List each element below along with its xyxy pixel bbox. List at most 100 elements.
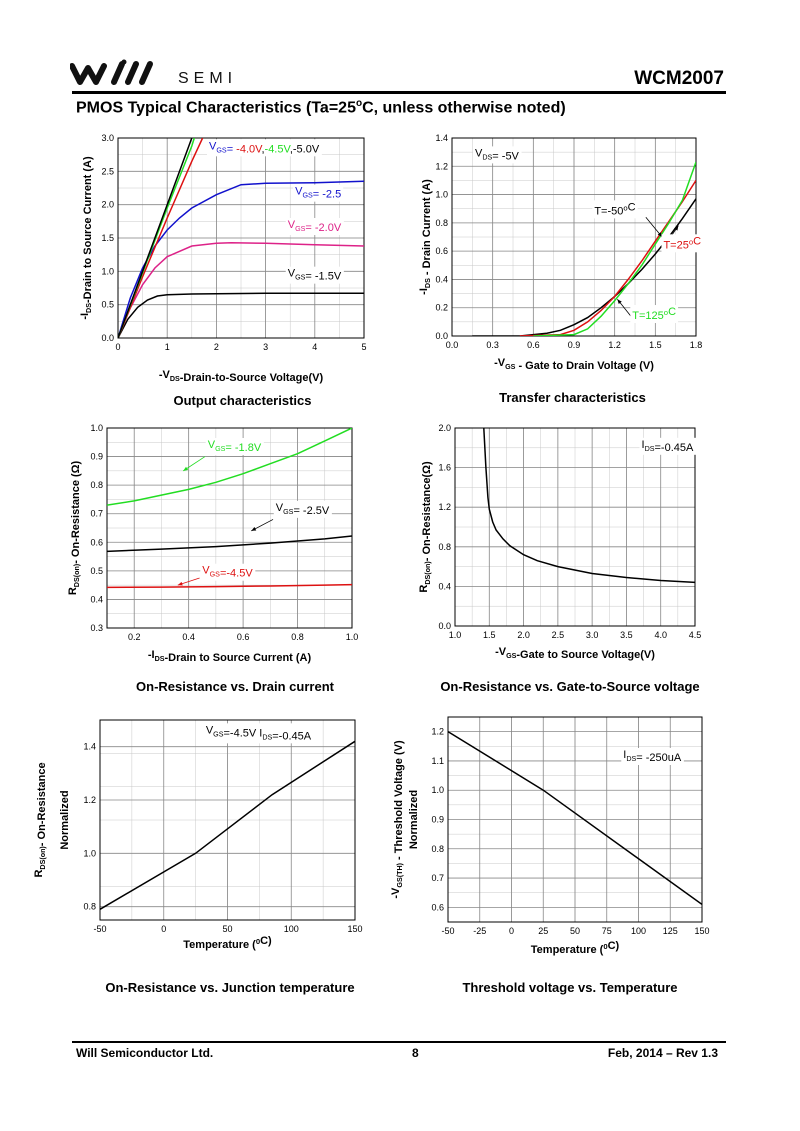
footer-page-number: 8 <box>412 1046 419 1060</box>
y-tick-label: 0.9 <box>431 815 444 825</box>
series-annotation: T=-50oC <box>594 201 635 217</box>
header-rule <box>72 91 726 94</box>
transfer-characteristics-chart: 0.0 0.3 0.6 0.9 1.2 1.5 1.8 0.0 0.2 0.4 0.6 0.8 1.0 1… <box>415 128 715 378</box>
section-title: PMOS Typical Characteristics (Ta=25oC, u… <box>76 98 566 117</box>
x-tick-label: 1.0 <box>346 632 359 642</box>
y-tick-label: 1.2 <box>438 502 451 512</box>
x-tick-label: 1.5 <box>483 630 496 640</box>
y-tick-label: 0.0 <box>101 333 114 343</box>
y-tick-label: 0.5 <box>90 566 103 576</box>
series-line-1 <box>118 241 364 338</box>
y-tick-label: 2.0 <box>438 423 451 433</box>
rds-vs-vgs-caption: On-Resistance vs. Gate-to-Source voltage <box>440 679 700 694</box>
x-tick-label: 0.0 <box>446 340 459 350</box>
x-tick-label: 3.5 <box>620 630 633 640</box>
y-tick-label: 1.0 <box>431 785 444 795</box>
x-tick-label: 0 <box>509 926 514 936</box>
annotation-arrow-head <box>177 581 183 586</box>
x-tick-label: 1.5 <box>649 340 662 350</box>
x-tick-label: 4 <box>312 342 317 352</box>
brand-text: SEMI <box>178 70 238 87</box>
x-tick-label: 0.6 <box>527 340 540 350</box>
annotation-arrow-head <box>674 225 679 231</box>
x-tick-label: 0.8 <box>291 632 304 642</box>
footer-revision: Feb, 2014 – Rev 1.3 <box>607 1046 718 1060</box>
output-chart-caption: Output characteristics <box>173 393 312 408</box>
minor-grid <box>107 428 352 628</box>
annotation-arrow-head <box>657 232 663 237</box>
series-line-1 <box>107 535 352 553</box>
y-tick-label: 0.7 <box>90 509 103 519</box>
rds-vs-drain-current-chart: 0.2 0.4 0.6 0.8 1.0 0.3 0.4 0.5 0.6 0.7 0.8 0.9 1.0 V… <box>60 418 370 668</box>
y-tick-label: 2.0 <box>101 200 114 210</box>
y-axis-label: -IDS - Drain Current (A) <box>418 179 433 295</box>
y-axis-label: -VGS(TH) - Threshold Voltage (V) <box>390 740 405 899</box>
series-annotation: T=25oC <box>663 235 701 251</box>
x-tick-label: 50 <box>570 926 580 936</box>
series-annotation: VGS= -2.0V <box>288 219 342 234</box>
x-axis-label: -IDS-Drain to Source Current (A) <box>148 649 312 664</box>
y-tick-label: 0.4 <box>435 274 448 284</box>
y-tick-label: 0.8 <box>90 480 103 490</box>
x-axis-label: -VDS-Drain-to-Source Voltage(V) <box>159 369 324 384</box>
x-tick-label: 2 <box>214 342 219 352</box>
y-tick-label: 2.5 <box>101 166 114 176</box>
x-tick-label: 125 <box>663 926 678 936</box>
y-tick-label: 1.2 <box>431 727 444 737</box>
y-tick-label: 1.4 <box>435 133 448 143</box>
series-line-2 <box>107 583 352 589</box>
y-tick-label: 0.3 <box>90 623 103 633</box>
y-tick-label: 0.6 <box>435 246 448 256</box>
x-tick-label: 4.0 <box>654 630 667 640</box>
x-tick-label: 0.2 <box>128 632 141 642</box>
annotation-arrow-head <box>617 299 622 305</box>
plot-frame <box>447 716 703 923</box>
y-tick-label: 0.6 <box>431 902 444 912</box>
x-tick-label: 25 <box>538 926 548 936</box>
x-tick-label: 2.0 <box>517 630 530 640</box>
y-axis-label-secondary: Normalized <box>59 790 71 849</box>
y-tick-label: 0.8 <box>438 542 451 552</box>
x-tick-label: 0 <box>115 342 120 352</box>
series-line-5 <box>118 138 193 338</box>
y-tick-label: 0.7 <box>431 873 444 883</box>
major-grid <box>447 717 703 922</box>
y-tick-label: 1.2 <box>83 795 96 805</box>
part-number: WCM2007 <box>634 68 724 89</box>
x-tick-label: -50 <box>93 924 106 934</box>
x-tick-label: 0.6 <box>237 632 250 642</box>
series-annotation: VGS= -2.5V <box>276 502 330 517</box>
series-annotation: T=125oC <box>632 306 676 322</box>
x-tick-label: 3 <box>263 342 268 352</box>
vth-vs-temp-caption: Threshold voltage vs. Temperature <box>462 980 678 995</box>
x-tick-label: 100 <box>284 924 299 934</box>
y-tick-label: 1.1 <box>431 756 444 766</box>
x-tick-label: 150 <box>694 926 709 936</box>
threshold-vs-temperature-chart: -50 -25 0 25 50 75 100 125 150 0.6 0.7 0.8 0.9 1.0 1.1… <box>385 705 715 965</box>
series-line-0 <box>483 428 695 584</box>
series-annotation: VGS=-4.5V <box>202 565 253 580</box>
y-tick-label: 0.0 <box>435 331 448 341</box>
series-annotation: VGS=-4.5V IDS=-0.45A <box>206 724 312 742</box>
minor-grid <box>455 428 695 626</box>
footer-company: Will Semiconductor Ltd. <box>76 1046 214 1060</box>
y-axis-label: -IDS-Drain to Source Current (A) <box>79 156 94 320</box>
x-axis-label: -VGS-Gate to Source Voltage(V) <box>495 646 655 661</box>
output-characteristics-chart: 0 1 2 3 4 5 0.0 0.5 1.0 1.5 2.0 2.5 3.0 VGS= -4.0V,-4… <box>70 128 380 388</box>
series-annotation: VGS= -1.8V <box>208 439 262 454</box>
x-tick-label: 100 <box>631 926 646 936</box>
y-tick-label: 1.0 <box>83 848 96 858</box>
y-tick-label: 3.0 <box>101 133 114 143</box>
y-tick-label: 0.0 <box>438 621 451 631</box>
series-line-0 <box>448 730 702 906</box>
y-axis-label-secondary: Normalized <box>408 790 420 849</box>
transfer-chart-caption: Transfer characteristics <box>499 390 646 405</box>
series-line-2 <box>118 180 364 338</box>
annotation-arrow-head <box>251 526 257 531</box>
will-logo <box>69 58 170 93</box>
y-tick-label: 0.2 <box>435 303 448 313</box>
y-tick-label: 0.4 <box>438 581 451 591</box>
x-tick-label: 0.4 <box>182 632 195 642</box>
x-tick-label: 5 <box>361 342 366 352</box>
y-tick-label: 0.5 <box>101 300 114 310</box>
